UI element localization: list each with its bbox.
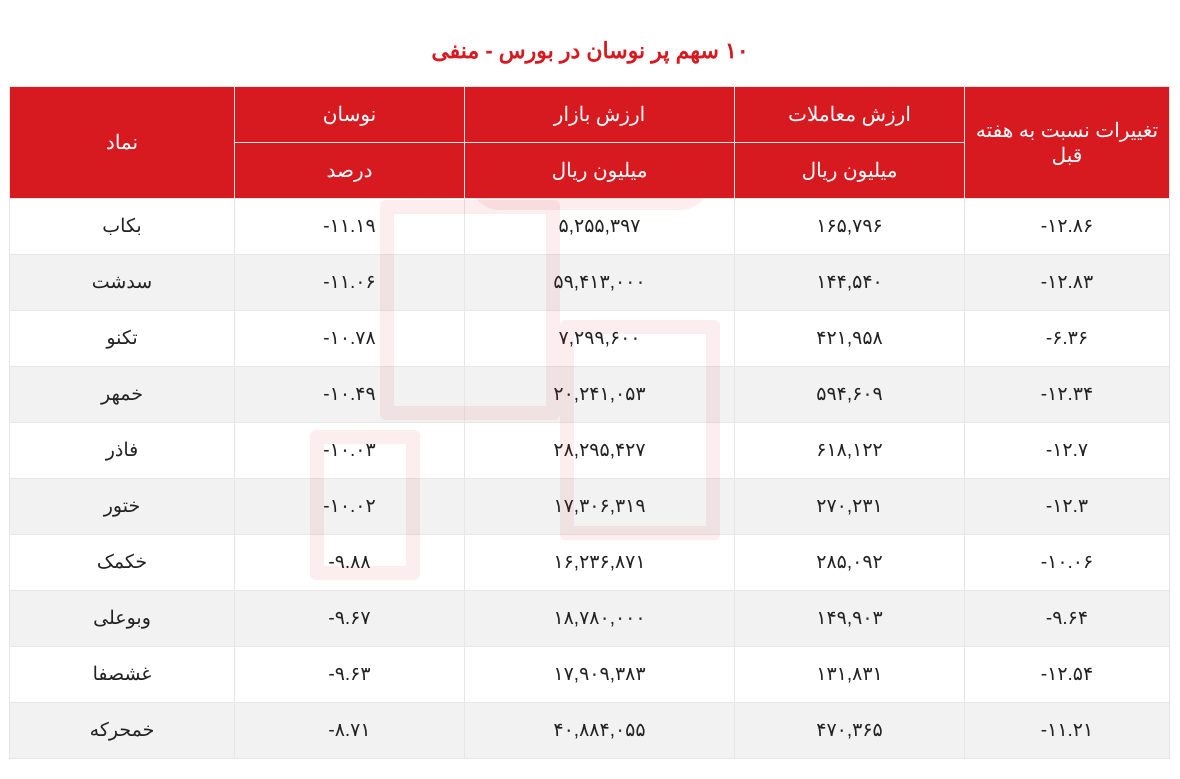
page-title: ۱۰ سهم پر نوسان در بورس - منفی xyxy=(10,38,1170,64)
table-row: -۶.۳۶۴۲۱,۹۵۸۷,۲۹۹,۶۰۰-۱۰.۷۸تکنو xyxy=(10,311,1170,367)
cell-market-value: ۲۰,۲۴۱,۰۵۳ xyxy=(465,367,735,423)
cell-change: -۱۱.۲۱ xyxy=(965,703,1170,759)
cell-symbol: ختور xyxy=(10,479,235,535)
cell-symbol: فاذر xyxy=(10,423,235,479)
cell-volatility: -۹.۸۸ xyxy=(235,535,465,591)
cell-change: -۱۲.۸۳ xyxy=(965,255,1170,311)
cell-market-value: ۱۷,۹۰۹,۳۸۳ xyxy=(465,647,735,703)
table-row: -۹.۶۴۱۴۹,۹۰۳۱۸,۷۸۰,۰۰۰-۹.۶۷وبوعلی xyxy=(10,591,1170,647)
cell-trade-value: ۲۸۵,۰۹۲ xyxy=(735,535,965,591)
cell-market-value: ۱۷,۳۰۶,۳۱۹ xyxy=(465,479,735,535)
cell-symbol: تکنو xyxy=(10,311,235,367)
cell-volatility: -۹.۶۷ xyxy=(235,591,465,647)
cell-trade-value: ۲۷۰,۲۳۱ xyxy=(735,479,965,535)
cell-symbol: بکاب xyxy=(10,199,235,255)
table-row: -۱۰.۰۶۲۸۵,۰۹۲۱۶,۲۳۶,۸۷۱-۹.۸۸خکمک xyxy=(10,535,1170,591)
cell-trade-value: ۱۴۹,۹۰۳ xyxy=(735,591,965,647)
table-body: -۱۲.۸۶۱۶۵,۷۹۶۵,۲۵۵,۳۹۷-۱۱.۱۹بکاب-۱۲.۸۳۱۴… xyxy=(10,199,1170,759)
cell-trade-value: ۱۴۴,۵۴۰ xyxy=(735,255,965,311)
col-subheader-trade-value: میلیون ریال xyxy=(735,143,965,199)
cell-volatility: -۱۱.۰۶ xyxy=(235,255,465,311)
cell-symbol: وبوعلی xyxy=(10,591,235,647)
cell-trade-value: ۴۷۰,۳۶۵ xyxy=(735,703,965,759)
stocks-table: تغییرات نسبت به هفته قبل ارزش معاملات ار… xyxy=(9,86,1170,759)
table-row: -۱۲.۸۳۱۴۴,۵۴۰۵۹,۴۱۳,۰۰۰-۱۱.۰۶سدشت xyxy=(10,255,1170,311)
col-header-trade-value: ارزش معاملات xyxy=(735,87,965,143)
table-row: -۱۲.۳۴۵۹۴,۶۰۹۲۰,۲۴۱,۰۵۳-۱۰.۴۹خمهر xyxy=(10,367,1170,423)
cell-symbol: خمهر xyxy=(10,367,235,423)
cell-change: -۱۲.۷ xyxy=(965,423,1170,479)
cell-volatility: -۹.۶۳ xyxy=(235,647,465,703)
cell-market-value: ۱۶,۲۳۶,۸۷۱ xyxy=(465,535,735,591)
cell-trade-value: ۵۹۴,۶۰۹ xyxy=(735,367,965,423)
cell-market-value: ۵,۲۵۵,۳۹۷ xyxy=(465,199,735,255)
cell-change: -۱۰.۰۶ xyxy=(965,535,1170,591)
col-subheader-market-value: میلیون ریال xyxy=(465,143,735,199)
table-row: -۱۲.۷۶۱۸,۱۲۲۲۸,۲۹۵,۴۲۷-۱۰.۰۳فاذر xyxy=(10,423,1170,479)
table-header: تغییرات نسبت به هفته قبل ارزش معاملات ار… xyxy=(10,87,1170,199)
cell-change: -۱۲.۳ xyxy=(965,479,1170,535)
col-header-symbol: نماد xyxy=(10,87,235,199)
cell-volatility: -۱۰.۰۲ xyxy=(235,479,465,535)
cell-market-value: ۷,۲۹۹,۶۰۰ xyxy=(465,311,735,367)
cell-symbol: سدشت xyxy=(10,255,235,311)
cell-change: -۱۲.۵۴ xyxy=(965,647,1170,703)
cell-change: -۱۲.۸۶ xyxy=(965,199,1170,255)
table-row: -۱۲.۳۲۷۰,۲۳۱۱۷,۳۰۶,۳۱۹-۱۰.۰۲ختور xyxy=(10,479,1170,535)
cell-symbol: خمحرکه xyxy=(10,703,235,759)
cell-trade-value: ۱۶۵,۷۹۶ xyxy=(735,199,965,255)
cell-volatility: -۱۰.۰۳ xyxy=(235,423,465,479)
col-header-volatility: نوسان xyxy=(235,87,465,143)
col-header-market-value: ارزش بازار xyxy=(465,87,735,143)
cell-change: -۱۲.۳۴ xyxy=(965,367,1170,423)
cell-change: -۶.۳۶ xyxy=(965,311,1170,367)
cell-change: -۹.۶۴ xyxy=(965,591,1170,647)
table-row: -۱۲.۵۴۱۳۱,۸۳۱۱۷,۹۰۹,۳۸۳-۹.۶۳غشصفا xyxy=(10,647,1170,703)
cell-trade-value: ۴۲۱,۹۵۸ xyxy=(735,311,965,367)
cell-volatility: -۱۰.۴۹ xyxy=(235,367,465,423)
cell-symbol: غشصفا xyxy=(10,647,235,703)
cell-volatility: -۱۰.۷۸ xyxy=(235,311,465,367)
table-row: -۱۲.۸۶۱۶۵,۷۹۶۵,۲۵۵,۳۹۷-۱۱.۱۹بکاب xyxy=(10,199,1170,255)
cell-volatility: -۸.۷۱ xyxy=(235,703,465,759)
cell-market-value: ۵۹,۴۱۳,۰۰۰ xyxy=(465,255,735,311)
cell-market-value: ۲۸,۲۹۵,۴۲۷ xyxy=(465,423,735,479)
col-subheader-volatility: درصد xyxy=(235,143,465,199)
cell-symbol: خکمک xyxy=(10,535,235,591)
cell-volatility: -۱۱.۱۹ xyxy=(235,199,465,255)
col-header-change: تغییرات نسبت به هفته قبل xyxy=(965,87,1170,199)
cell-trade-value: ۶۱۸,۱۲۲ xyxy=(735,423,965,479)
cell-market-value: ۱۸,۷۸۰,۰۰۰ xyxy=(465,591,735,647)
cell-market-value: ۴۰,۸۸۴,۰۵۵ xyxy=(465,703,735,759)
table-row: -۱۱.۲۱۴۷۰,۳۶۵۴۰,۸۸۴,۰۵۵-۸.۷۱خمحرکه xyxy=(10,703,1170,759)
cell-trade-value: ۱۳۱,۸۳۱ xyxy=(735,647,965,703)
